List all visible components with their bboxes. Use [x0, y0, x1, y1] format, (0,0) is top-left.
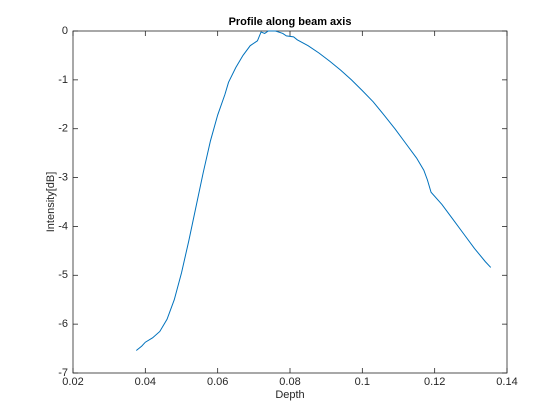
x-tick-label: 0.14: [496, 376, 517, 388]
x-tick-label: 0.04: [135, 376, 156, 388]
x-tick-label: 0.1: [355, 376, 370, 388]
chart-title: Profile along beam axis: [229, 16, 352, 28]
y-tick-label: -6: [58, 318, 68, 330]
y-tick-label: -4: [58, 220, 68, 232]
y-tick-label: 0: [62, 25, 68, 37]
x-tick-label: 0.08: [279, 376, 300, 388]
y-tick-label: -1: [58, 74, 68, 86]
y-tick-label: -3: [58, 171, 68, 183]
y-axis-label: Intensity[dB]: [45, 172, 57, 233]
x-tick-label: 0.12: [424, 376, 445, 388]
data-line: [135, 30, 492, 351]
x-tick-label: 0.06: [207, 376, 228, 388]
x-tick-label: 0.02: [62, 376, 83, 388]
y-tick-label: -2: [58, 123, 68, 135]
y-tick-label: -5: [58, 269, 68, 281]
y-tick-label: -7: [58, 367, 68, 379]
x-axis-label: Depth: [275, 389, 304, 401]
